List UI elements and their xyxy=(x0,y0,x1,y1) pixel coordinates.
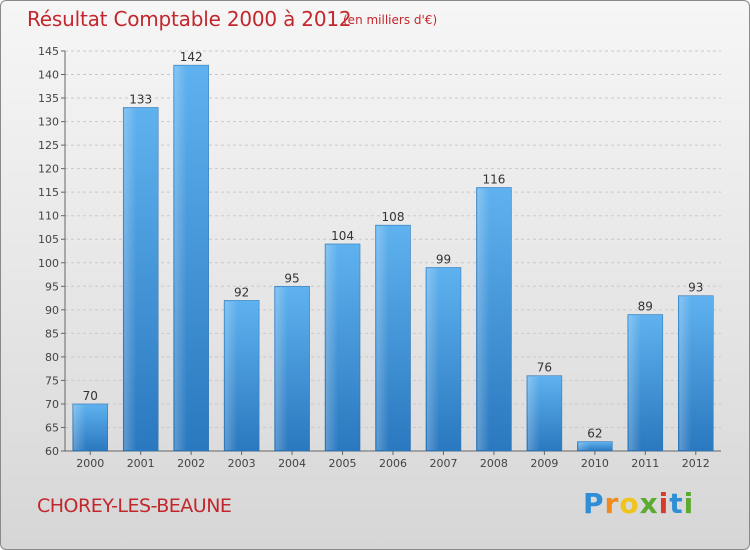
data-label: 108 xyxy=(382,210,405,224)
data-label: 95 xyxy=(284,271,299,285)
y-tick-label: 75 xyxy=(45,374,59,387)
place-name: CHOREY-LES-BEAUNE xyxy=(37,495,232,517)
bar-2010 xyxy=(577,441,613,452)
y-tick-label: 130 xyxy=(38,116,59,129)
bar-highlight xyxy=(73,404,86,450)
logo-letter: P xyxy=(583,487,605,520)
chart-subtitle: (en milliers d'€) xyxy=(343,13,438,27)
chart-title: Résultat Comptable 2000 à 2012 xyxy=(27,7,352,31)
data-label: 133 xyxy=(129,92,152,106)
logo-letter: o xyxy=(619,487,640,520)
y-tick-label: 95 xyxy=(45,280,59,293)
data-label: 70 xyxy=(83,389,98,403)
x-tick-label: 2007 xyxy=(429,457,457,470)
x-tick-label: 2000 xyxy=(76,457,104,470)
y-tick-label: 70 xyxy=(45,398,59,411)
y-tick-label: 85 xyxy=(45,327,59,340)
bar-highlight xyxy=(275,287,288,450)
bar-highlight xyxy=(527,376,541,450)
x-tick-label: 2004 xyxy=(278,457,306,470)
data-label: 76 xyxy=(537,361,552,375)
logo-letter: x xyxy=(639,487,659,520)
logo-letter: t xyxy=(669,487,684,520)
x-tick-label: 2009 xyxy=(530,457,558,470)
x-tick-label: 2002 xyxy=(177,457,205,470)
bar-highlight xyxy=(679,296,692,450)
x-tick-label: 2005 xyxy=(329,457,357,470)
bar-highlight xyxy=(225,301,238,450)
x-tick-label: 2001 xyxy=(127,457,155,470)
y-tick-label: 140 xyxy=(38,69,59,82)
y-tick-label: 65 xyxy=(45,421,59,434)
bar-highlight xyxy=(426,268,440,450)
data-label: 89 xyxy=(638,300,653,314)
bar-highlight xyxy=(124,108,137,451)
data-label: 99 xyxy=(436,252,451,266)
logo-letter: r xyxy=(604,487,620,520)
data-label: 104 xyxy=(331,229,354,243)
data-label: 93 xyxy=(688,281,703,295)
bar-highlight xyxy=(174,66,187,450)
y-tick-label: 105 xyxy=(38,233,59,246)
proxiti-logo: Proxiti xyxy=(583,487,694,520)
data-label: 92 xyxy=(234,285,249,299)
y-tick-label: 100 xyxy=(38,257,59,270)
bar-highlight xyxy=(376,226,389,450)
y-tick-label: 115 xyxy=(38,186,59,199)
y-tick-label: 125 xyxy=(38,139,59,152)
bar-highlight xyxy=(477,188,490,450)
data-label: 142 xyxy=(180,50,203,64)
x-tick-label: 2008 xyxy=(480,457,508,470)
logo-letter: i xyxy=(658,487,670,520)
y-tick-label: 60 xyxy=(45,445,59,458)
x-tick-label: 2006 xyxy=(379,457,407,470)
x-tick-label: 2011 xyxy=(631,457,659,470)
y-tick-label: 135 xyxy=(38,92,59,105)
y-tick-label: 110 xyxy=(38,210,59,223)
y-tick-label: 120 xyxy=(38,163,59,176)
y-tick-label: 90 xyxy=(45,304,59,317)
logo-letter: i xyxy=(683,487,695,520)
x-tick-label: 2003 xyxy=(228,457,256,470)
data-label: 116 xyxy=(482,172,505,186)
bar-highlight xyxy=(628,315,642,450)
x-tick-label: 2012 xyxy=(682,457,710,470)
data-label: 62 xyxy=(587,427,602,441)
bar-highlight xyxy=(578,442,591,450)
y-tick-label: 145 xyxy=(38,45,59,58)
y-tick-label: 80 xyxy=(45,351,59,364)
x-tick-label: 2010 xyxy=(581,457,609,470)
bar-highlight xyxy=(326,244,339,450)
